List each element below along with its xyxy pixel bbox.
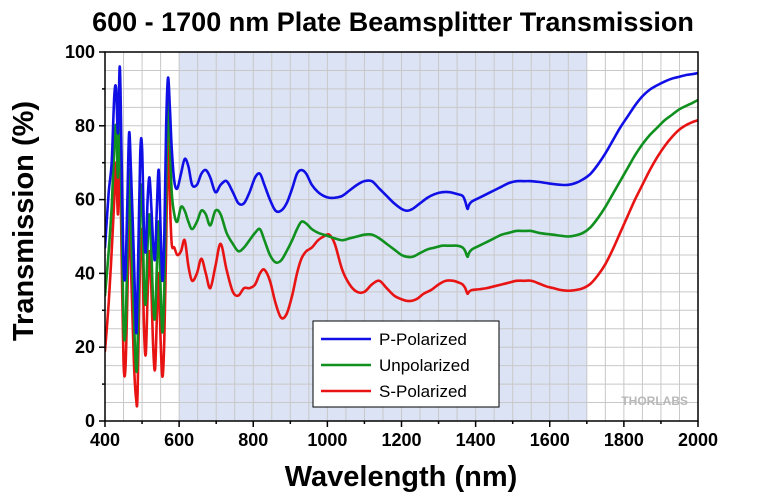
legend-label-unpolarized: Unpolarized	[379, 356, 470, 375]
series-line-p-polarized	[105, 65, 698, 335]
plot-area	[105, 65, 698, 408]
y-tick-label: 0	[85, 411, 95, 431]
x-tick-label: 1200	[381, 430, 421, 450]
x-tick-label: 1000	[307, 430, 347, 450]
thorlabs-watermark: THORLABS	[621, 394, 688, 408]
legend-label-s-polarized: S-Polarized	[379, 382, 467, 401]
y-tick-label: 60	[75, 190, 95, 210]
legend: P-Polarized Unpolarized S-Polarized	[312, 320, 500, 408]
x-tick-label: 1600	[530, 430, 570, 450]
plot-frame	[104, 51, 699, 422]
y-tick-label: 40	[75, 263, 95, 283]
tick-labels: 400 600 800 1000 1200 1400 1600 1800 2000 0 20 40 60…	[65, 42, 718, 450]
x-tick-label: 400	[90, 430, 120, 450]
chart-title: 600 - 1700 nm Plate Beamsplitter Transmi…	[92, 7, 694, 37]
legend-label-p-polarized: P-Polarized	[379, 330, 467, 349]
x-tick-label: 2000	[678, 430, 718, 450]
y-axis-title: Transmission (%)	[8, 101, 40, 341]
x-axis-title: Wavelength (nm)	[285, 461, 518, 493]
series-line-s-polarized	[105, 118, 698, 408]
series-line-unpolarized	[105, 94, 698, 374]
x-tick-label: 1800	[604, 430, 644, 450]
y-tick-label: 100	[65, 42, 95, 62]
x-tick-label: 1400	[456, 430, 496, 450]
x-tick-label: 800	[238, 430, 268, 450]
y-tick-label: 80	[75, 116, 95, 136]
x-tick-label: 600	[164, 430, 194, 450]
y-tick-label: 20	[75, 337, 95, 357]
